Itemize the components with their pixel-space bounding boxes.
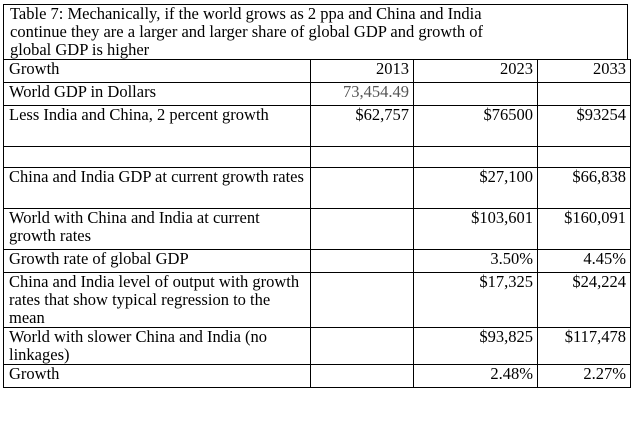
data-table: Growth 2013 2023 2033 World GDP in Dolla…: [3, 59, 631, 388]
row-value-2013: 73,454.49: [310, 82, 414, 106]
row-value-2033: $66,838: [537, 167, 631, 209]
table-row: China and India level of output with gro…: [3, 272, 631, 328]
row-label: China and India level of output with gro…: [3, 272, 311, 328]
row-value-2033: [537, 82, 631, 106]
table-row: World with slower China and India (no li…: [3, 327, 631, 365]
row-value-2023: $27,100: [413, 167, 538, 209]
row-label: Less India and China, 2 percent growth: [3, 105, 311, 147]
table-row: World GDP in Dollars 73,454.49: [3, 82, 631, 106]
table-row: Less India and China, 2 percent growth $…: [3, 105, 631, 147]
row-value-2013: [310, 249, 414, 273]
row-label: Growth: [3, 364, 311, 388]
table-caption: Table 7: Mechanically, if the world grow…: [3, 4, 628, 59]
row-value-2023: $17,325: [413, 272, 538, 328]
table-row: China and India GDP at current growth ra…: [3, 167, 631, 209]
row-value-2033: $117,478: [537, 327, 631, 365]
row-value-2033: 4.45%: [537, 249, 631, 273]
header-label: Growth: [3, 59, 311, 83]
row-label: China and India GDP at current growth ra…: [3, 167, 311, 209]
row-value-2023: [413, 82, 538, 106]
row-label: World GDP in Dollars: [3, 82, 311, 106]
row-value-2023: $93,825: [413, 327, 538, 365]
row-value-2033: $93254: [537, 105, 631, 147]
header-2013: 2013: [310, 59, 414, 83]
row-label: [3, 146, 311, 168]
caption-line: continue they are a larger and larger sh…: [10, 22, 483, 41]
header-2033: 2033: [537, 59, 631, 83]
row-value-2013: [310, 167, 414, 209]
row-value-2013: [310, 364, 414, 388]
row-value-2033: $24,224: [537, 272, 631, 328]
row-value-2033: [537, 146, 631, 168]
table-row: [3, 146, 631, 168]
row-value-2023: [413, 146, 538, 168]
row-value-2023: $76500: [413, 105, 538, 147]
row-value-2013: [310, 146, 414, 168]
row-value-2013: [310, 208, 414, 250]
row-value-2033: 2.27%: [537, 364, 631, 388]
table-row: World with China and India at current gr…: [3, 208, 631, 250]
caption-line: global GDP is higher: [10, 40, 150, 59]
caption-line: Table 7: Mechanically, if the world grow…: [10, 4, 482, 23]
header-2023: 2023: [413, 59, 538, 83]
table-row: Growth rate of global GDP 3.50% 4.45%: [3, 249, 631, 273]
table-row: Growth 2.48% 2.27%: [3, 364, 631, 388]
row-value-2023: $103,601: [413, 208, 538, 250]
row-label: World with slower China and India (no li…: [3, 327, 311, 365]
row-value-2013: [310, 272, 414, 328]
row-value-2013: [310, 327, 414, 365]
row-value-2023: 3.50%: [413, 249, 538, 273]
table-header-row: Growth 2013 2023 2033: [3, 59, 631, 83]
row-value-2023: 2.48%: [413, 364, 538, 388]
row-label: Growth rate of global GDP: [3, 249, 311, 273]
row-value-2013: $62,757: [310, 105, 414, 147]
row-value-2033: $160,091: [537, 208, 631, 250]
row-label: World with China and India at current gr…: [3, 208, 311, 250]
